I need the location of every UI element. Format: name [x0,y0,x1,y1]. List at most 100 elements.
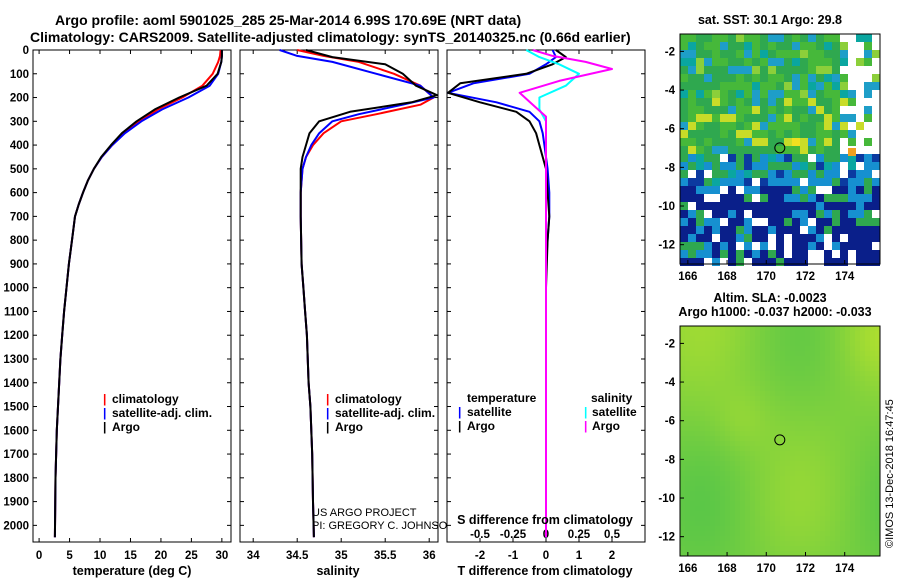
sla-cell [720,511,726,517]
sst-cell [760,186,768,194]
sla-cell [730,431,736,437]
sla-cell [820,511,826,517]
sst-cell [864,178,872,186]
sla-cell [820,541,826,547]
sla-cell [765,331,771,337]
sla-cell [690,431,696,437]
sla-cell [800,516,806,522]
sla-cell [730,421,736,427]
sst-cell [760,106,768,114]
sla-cell [715,431,721,437]
sla-cell [815,541,821,547]
sla-cell [790,486,796,492]
sla-cell [715,446,721,452]
difference-depth-ticks [447,49,645,526]
sla-cell [765,356,771,362]
sla-cell [860,446,866,452]
sla-cell [800,376,806,382]
sla-cell [790,451,796,457]
sst-cell [712,50,720,58]
sla-cell [765,476,771,482]
sla-cell [825,426,831,432]
sst-cell [760,82,768,90]
sla-cell [685,331,691,337]
sla-cell [730,471,736,477]
sla-cell [855,356,861,362]
sla-cell [735,411,741,417]
sla-cell [825,391,831,397]
sst-cell [744,66,752,74]
sla-cell [855,506,861,512]
sla-cell [685,521,691,527]
sla-cell [680,546,686,552]
sla-cell [810,511,816,517]
sla-cell [875,486,881,492]
sst-cell [840,58,848,66]
sla-cell [695,511,701,517]
sst-cell [688,242,696,250]
sst-cell [744,58,752,66]
sla-cell [800,356,806,362]
sla-cell [780,546,786,552]
sla-cell [785,486,791,492]
sla-cell [755,461,761,467]
sst-cell [856,170,864,178]
sla-cell [805,546,811,552]
sst-cell [744,130,752,138]
sst-cell [848,234,856,242]
sla-cell [775,531,781,537]
sst-cell [704,162,712,170]
sst-cell [776,210,784,218]
sla-cell [800,471,806,477]
sst-cell [752,138,760,146]
sla-cell [710,426,716,432]
sla-cell [860,456,866,462]
sla-cell [770,366,776,372]
sla-cell [745,396,751,402]
sla-cell [795,416,801,422]
sla-cell [720,531,726,537]
legend-marker-satellite: | [103,406,106,420]
pi-credit: PI: GREGORY C. JOHNSON [312,520,455,532]
sla-cell [810,416,816,422]
sst-cell [784,74,792,82]
sla-cell [860,506,866,512]
sla-cell [855,546,861,552]
sla-cell [775,506,781,512]
sst-cell [688,106,696,114]
sla-cell [840,441,846,447]
sla-cell [815,416,821,422]
sla-cell [875,406,881,412]
sst-cell [792,186,800,194]
sst-cell [768,50,776,58]
sst-cell [760,58,768,66]
sla-cell [775,351,781,357]
sla-cell [745,546,751,552]
sla-cell [845,531,851,537]
sla-cell [870,411,876,417]
sst-cell [688,50,696,58]
sla-cell [725,346,731,352]
sla-cell [795,441,801,447]
sla-cell [720,501,726,507]
sla-cell [730,356,736,362]
sla-cell [685,536,691,542]
sla-cell [800,531,806,537]
sla-cell [760,371,766,377]
sla-cell [725,441,731,447]
sla-cell [805,331,811,337]
sla-cell [835,471,841,477]
sla-cell [855,496,861,502]
sst-cell [768,106,776,114]
sla-cell [835,501,841,507]
sla-cell [850,376,856,382]
sla-cell [680,481,686,487]
sla-cell [750,421,756,427]
sst-cell [680,162,688,170]
sst-cell [712,226,720,234]
sla-cell [780,516,786,522]
sla-cell [740,336,746,342]
sst-cell [760,122,768,130]
sla-cell [750,441,756,447]
sla-cell [845,431,851,437]
